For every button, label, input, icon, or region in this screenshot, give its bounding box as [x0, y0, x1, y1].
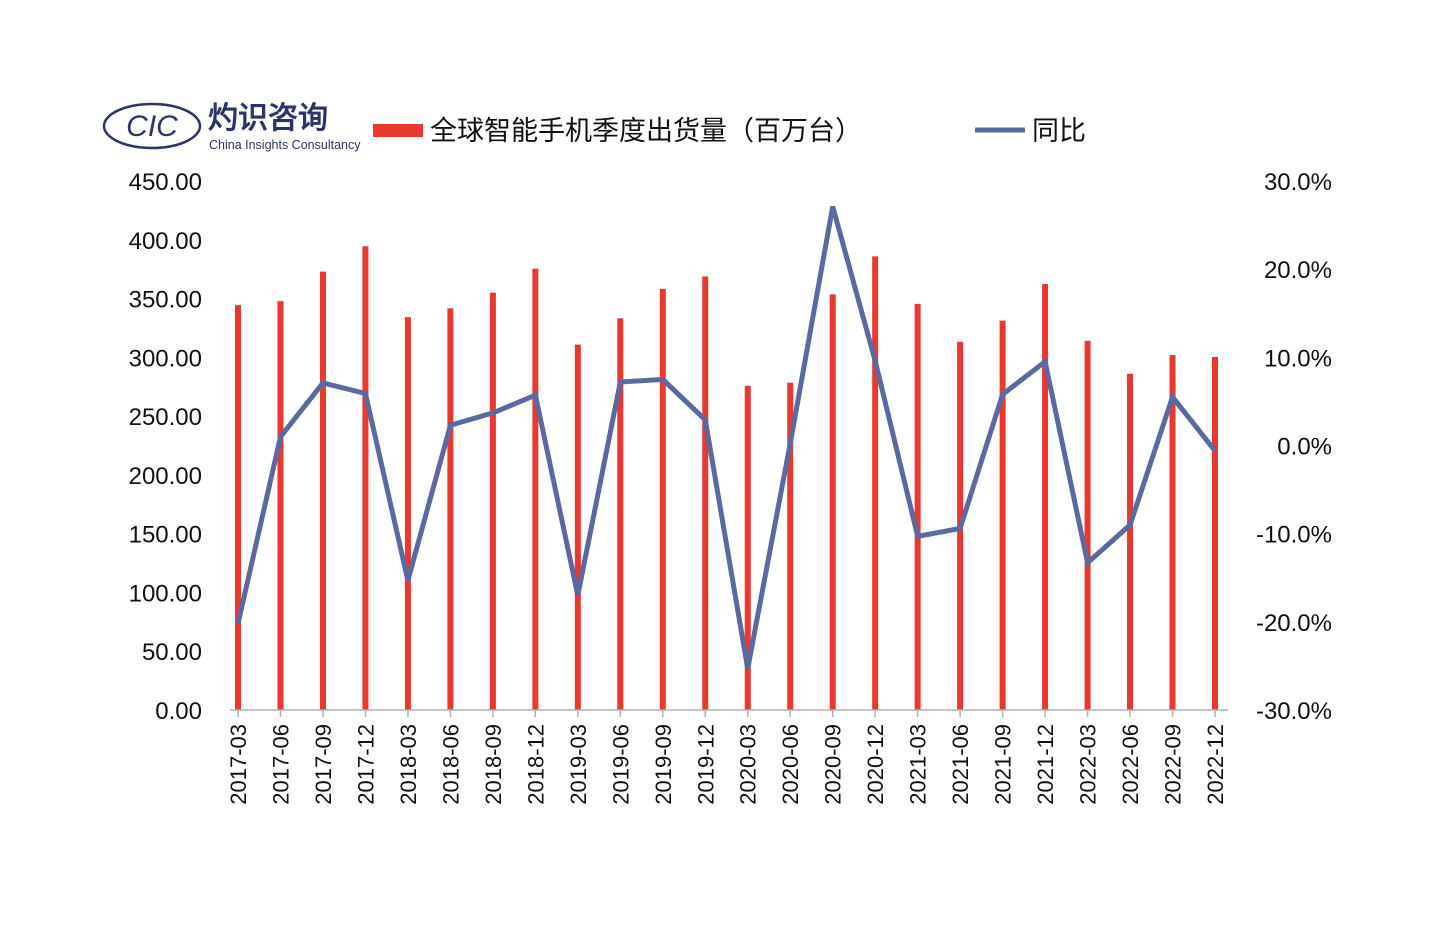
x-tick-label: 2018-06 [438, 724, 463, 805]
x-tick-label: 2022-06 [1118, 724, 1143, 805]
bar [404, 317, 411, 710]
x-tick-label: 2017-12 [353, 724, 378, 805]
bar [702, 276, 709, 710]
x-tick-label: 2017-09 [311, 724, 336, 805]
bar [1169, 355, 1176, 710]
bar [1127, 373, 1134, 710]
x-tick-label: 2019-09 [651, 724, 676, 805]
x-tick-label: 2022-12 [1203, 724, 1228, 805]
left-tick-label: 350.00 [129, 287, 202, 314]
x-tick-label: 2021-03 [906, 724, 931, 805]
x-tick-label: 2020-09 [821, 724, 846, 805]
bar [574, 344, 581, 710]
bar [617, 318, 624, 710]
right-tick-label: 10.0% [1264, 345, 1332, 372]
x-tick-label: 2019-03 [566, 724, 591, 805]
bar [829, 294, 836, 710]
logo-ellipse-icon [102, 102, 202, 150]
left-axis: 0.00 50.00 100.00 150.00 200.00 250.00 300.00 3… [129, 169, 202, 725]
x-tick-label: 2022-03 [1076, 724, 1101, 805]
bar [1212, 356, 1219, 710]
bar [235, 305, 241, 710]
logo-mark: CIC [126, 110, 178, 143]
x-tick-label: 2021-09 [991, 724, 1016, 805]
left-tick-label: 200.00 [129, 463, 202, 490]
bar [319, 271, 326, 710]
right-tick-label: 30.0% [1264, 169, 1332, 196]
x-tick-label: 2018-09 [481, 724, 506, 805]
x-tick-label: 2021-12 [1033, 724, 1058, 805]
bar [1042, 283, 1049, 710]
bar [532, 268, 539, 710]
bar [447, 308, 454, 710]
x-tick-label: 2020-12 [863, 724, 888, 805]
yoy-line [235, 205, 1217, 670]
x-tick-label: 2021-06 [948, 724, 973, 805]
x-tick-label: 2019-06 [608, 724, 633, 805]
legend-line-label: 同比 [1032, 116, 1086, 147]
legend-bar-label: 全球智能手机季度出货量（百万台） [430, 116, 862, 147]
left-tick-label: 150.00 [129, 522, 202, 549]
left-tick-label: 100.00 [129, 580, 202, 607]
right-tick-label: -30.0% [1256, 698, 1332, 725]
left-tick-label: 50.00 [142, 639, 202, 666]
line-series [235, 205, 1217, 670]
bar [744, 385, 751, 710]
left-tick-label: 250.00 [129, 404, 202, 431]
left-tick-label: 300.00 [129, 345, 202, 372]
right-axis: -30.0% -20.0% -10.0% 0.0% 10.0% 20.0% 30.0% [1256, 169, 1332, 725]
x-tick-label: 2020-06 [778, 724, 803, 805]
right-tick-label: 20.0% [1264, 257, 1332, 284]
x-tick-label: 2018-12 [523, 724, 548, 805]
bar [914, 303, 921, 710]
left-tick-label: 450.00 [129, 169, 202, 196]
bar [362, 246, 369, 710]
x-tick-label: 2020-03 [736, 724, 761, 805]
left-tick-label: 0.00 [155, 698, 202, 725]
bar [489, 292, 496, 710]
bar [872, 256, 879, 710]
x-tick-label: 2017-03 [226, 724, 251, 805]
bar [659, 288, 666, 710]
legend: 全球智能手机季度出货量（百万台） 同比 [373, 116, 1086, 147]
x-tick-label: 2022-09 [1161, 724, 1186, 805]
bar [999, 320, 1006, 710]
right-tick-label: -10.0% [1256, 522, 1332, 549]
bar [787, 382, 794, 710]
bar [277, 301, 284, 710]
legend-bar-swatch [373, 124, 423, 137]
left-tick-label: 400.00 [129, 228, 202, 255]
right-tick-label: -20.0% [1256, 610, 1332, 637]
x-tick-label: 2018-03 [396, 724, 421, 805]
x-tick-label: 2019-12 [693, 724, 718, 805]
bar-series [235, 246, 1219, 710]
logo-name-en: China Insights Consultancy [209, 138, 361, 152]
logo-name-cn: 灼识咨询 [208, 101, 328, 136]
x-axis: 2017-03 2017-06 2017-09 2017-12 2018-03 2018-… [226, 710, 1228, 805]
bar [1084, 340, 1091, 710]
x-tick-label: 2017-06 [268, 724, 293, 805]
cic-logo: CIC 灼识咨询 China Insights Consultancy [102, 101, 361, 152]
right-tick-label: 0.0% [1277, 434, 1332, 461]
